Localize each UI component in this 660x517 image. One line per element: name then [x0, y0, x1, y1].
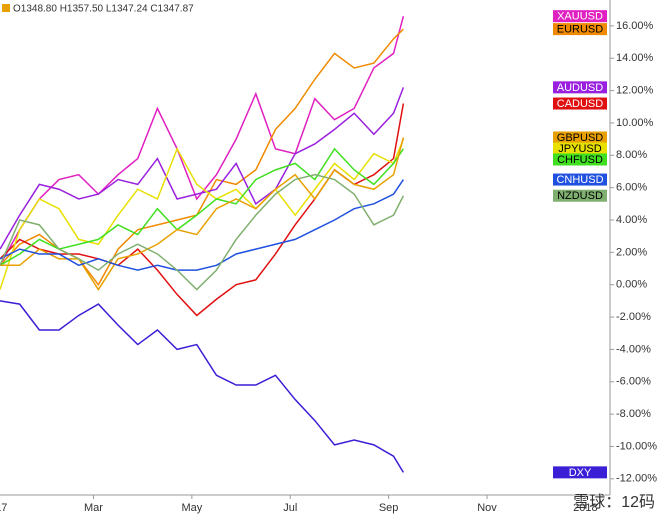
legend-label: CHFUSD: [557, 154, 603, 166]
y-tick-label: -4.00%: [616, 343, 651, 355]
legend-swatch: [553, 173, 607, 186]
series-line: [0, 147, 405, 266]
series-line: [0, 138, 405, 290]
x-tick-label: Sep: [379, 502, 399, 514]
x-tick-label: 2018: [573, 502, 597, 514]
watermark: 雪球：12码: [573, 493, 655, 511]
legend-label: JPYUSD: [558, 143, 601, 155]
legend-swatch: [553, 131, 607, 144]
y-tick-label: -10.00%: [616, 440, 657, 452]
series-line: [0, 15, 405, 266]
y-tick-label: -6.00%: [616, 376, 651, 388]
series-line: [0, 179, 405, 271]
y-tick-label: -8.00%: [616, 408, 651, 420]
legend-swatch: [553, 97, 607, 110]
y-tick-label: 4.00%: [616, 214, 647, 226]
legend-swatch: [553, 23, 607, 36]
x-tick-label: Mar: [84, 502, 103, 514]
x-tick-label: May: [181, 502, 202, 514]
y-tick-label: 10.00%: [616, 117, 654, 129]
legend-label: XAUUSD: [557, 11, 603, 23]
legend-swatch: [553, 81, 607, 94]
legend-swatch: [553, 142, 607, 155]
legend-label: DXY: [569, 467, 592, 479]
legend-label: CNHUSD: [556, 174, 603, 186]
x-tick-label: Nov: [477, 502, 497, 514]
series-line: [0, 300, 405, 473]
y-tick-label: 0.00%: [616, 279, 647, 291]
y-tick-label: 16.00%: [616, 20, 654, 32]
y-tick-label: -2.00%: [616, 311, 651, 323]
x-tick-label: Jul: [283, 502, 297, 514]
legend-label: CADUSD: [557, 98, 604, 110]
x-tick-label: 2017: [0, 502, 7, 514]
y-tick-label: 2.00%: [616, 246, 647, 258]
legend-swatch: [553, 466, 607, 479]
y-tick-label: 6.00%: [616, 182, 647, 194]
y-tick-label: 12.00%: [616, 84, 654, 96]
y-tick-label: 14.00%: [616, 52, 654, 64]
ohlc-text: O1348.80 H1357.50 L1347.24 C1347.87: [13, 4, 194, 15]
legend-swatch: [553, 153, 607, 166]
legend-label: GBPUSD: [557, 132, 604, 144]
y-tick-label: 8.00%: [616, 149, 647, 161]
y-tick-label: -12.00%: [616, 473, 657, 485]
series-line: [0, 173, 405, 291]
legend-label: EURUSD: [557, 24, 604, 36]
legend-swatch: [553, 189, 607, 202]
legend-label: NZDUSD: [557, 190, 603, 202]
ohlc-icon: [2, 4, 10, 12]
legend-swatch: [553, 10, 607, 23]
legend-label: AUDUSD: [557, 82, 604, 94]
